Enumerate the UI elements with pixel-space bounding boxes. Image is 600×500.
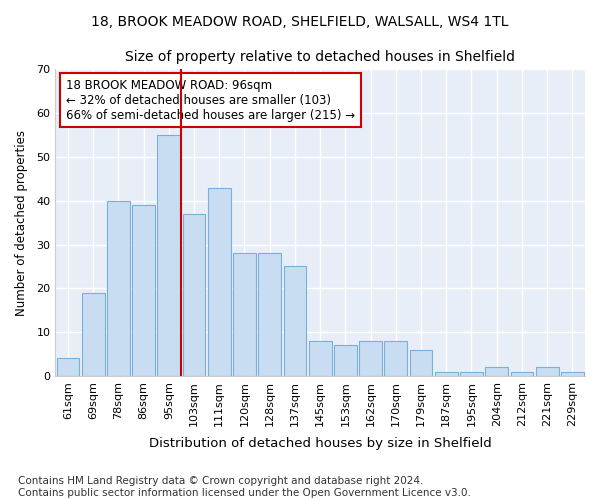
Bar	[56, 358, 79, 376]
Bar	[233, 254, 256, 376]
Bar	[460, 372, 483, 376]
Bar	[132, 205, 155, 376]
Text: 18, BROOK MEADOW ROAD, SHELFIELD, WALSALL, WS4 1TL: 18, BROOK MEADOW ROAD, SHELFIELD, WALSAL…	[91, 15, 509, 29]
Bar	[107, 200, 130, 376]
Bar	[435, 372, 458, 376]
Bar	[385, 341, 407, 376]
Bar	[284, 266, 306, 376]
Bar	[410, 350, 433, 376]
Y-axis label: Number of detached properties: Number of detached properties	[15, 130, 28, 316]
Bar	[82, 292, 104, 376]
Bar	[511, 372, 533, 376]
Title: Size of property relative to detached houses in Shelfield: Size of property relative to detached ho…	[125, 50, 515, 64]
Bar	[259, 254, 281, 376]
Bar	[561, 372, 584, 376]
Bar	[485, 367, 508, 376]
Bar	[536, 367, 559, 376]
Text: Contains HM Land Registry data © Crown copyright and database right 2024.
Contai: Contains HM Land Registry data © Crown c…	[18, 476, 471, 498]
Bar	[359, 341, 382, 376]
Text: 18 BROOK MEADOW ROAD: 96sqm
← 32% of detached houses are smaller (103)
66% of se: 18 BROOK MEADOW ROAD: 96sqm ← 32% of det…	[66, 78, 355, 122]
Bar	[182, 214, 205, 376]
Bar	[157, 135, 180, 376]
Bar	[309, 341, 332, 376]
Bar	[334, 345, 357, 376]
Bar	[208, 188, 230, 376]
X-axis label: Distribution of detached houses by size in Shelfield: Distribution of detached houses by size …	[149, 437, 491, 450]
